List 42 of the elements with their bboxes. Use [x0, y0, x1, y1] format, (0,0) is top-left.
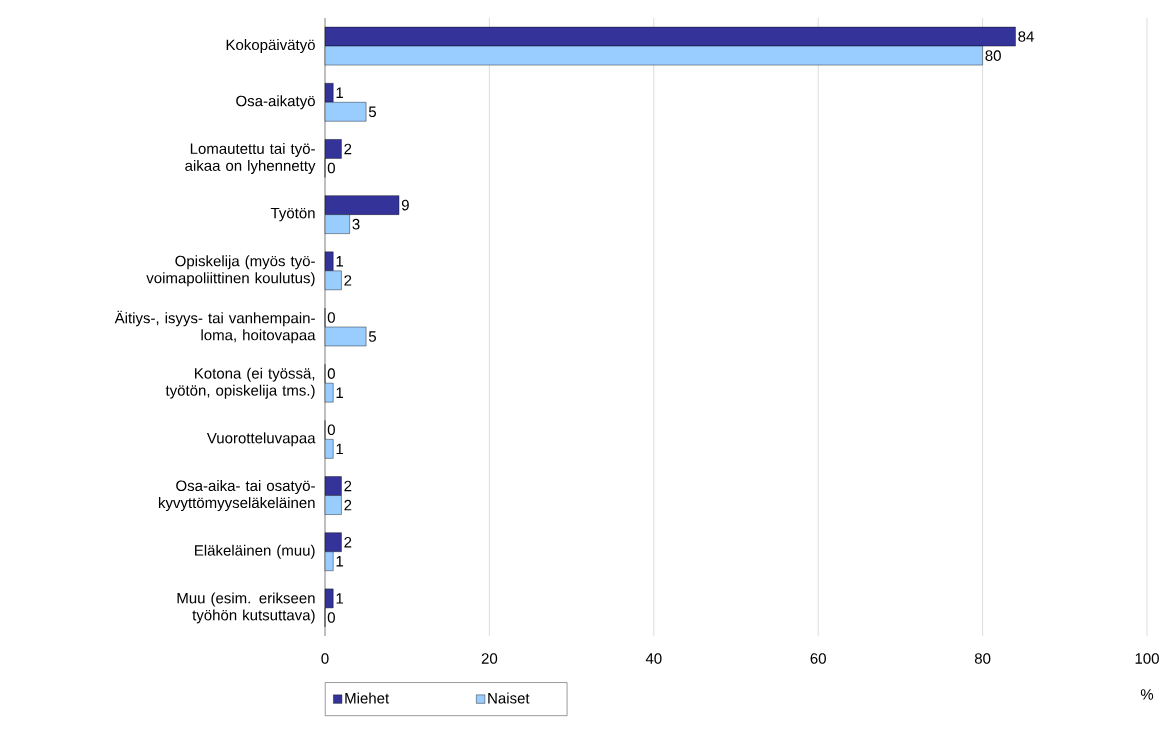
- y-tick-label: Kotona (ei työssä, työtön, opiskelija tms.): [165, 367, 315, 399]
- data-label: 0: [327, 312, 335, 323]
- x-tick-label: 60: [810, 653, 826, 664]
- data-label: 1: [336, 593, 344, 604]
- x-tick-label: 80: [974, 653, 991, 664]
- data-label: 1: [336, 256, 344, 267]
- data-label: 0: [327, 368, 335, 379]
- data-label: 2: [344, 499, 352, 511]
- y-tick-label: Kokopäivätyö: [226, 39, 315, 54]
- x-tick-label: 20: [481, 653, 498, 664]
- data-label: 1: [336, 87, 344, 98]
- data-label: 0: [327, 424, 335, 436]
- data-label: 2: [344, 480, 352, 492]
- y-tick-label: Osa-aika- tai osatyö-kyvyttömyyseläkeläinen: [158, 480, 315, 512]
- data-label: 0: [327, 612, 335, 623]
- data-label: 3: [352, 218, 360, 230]
- data-label: 80: [985, 50, 1001, 61]
- legend-label: Miehet: [345, 692, 390, 704]
- data-label: 5: [368, 106, 377, 118]
- legend-label: Naiset: [488, 692, 530, 704]
- data-label: 84: [1018, 31, 1034, 42]
- data-label: 2: [344, 275, 352, 286]
- x-tick-label: 0: [321, 653, 329, 664]
- data-label: 5: [368, 331, 377, 342]
- y-tick-label: Osa-aikatyö: [236, 95, 315, 110]
- y-tick-label: Työtön: [270, 207, 315, 222]
- y-tick-label: Äitiys-, isyys- tai vanhempain-loma, hoitovapaa: [114, 310, 316, 344]
- y-tick-label: Eläkeläinen (muu): [195, 544, 315, 559]
- y-tick-label: Opiskelija (myös työ-voimapoliittinen koulutus): [146, 255, 315, 287]
- y-tick-label: Lomautettu tai työ-aikaa on lyhennetty: [185, 142, 316, 174]
- y-tick-label: Muu (esim. erikseen työhön kutsuttava): [177, 592, 315, 624]
- data-label: 9: [401, 199, 409, 211]
- y-tick-label: Vuorotteluvapaa: [206, 432, 316, 447]
- data-label: 2: [344, 536, 352, 548]
- x-axis-title: %: [1140, 689, 1154, 700]
- data-label: 1: [336, 556, 344, 567]
- data-label: 1: [336, 443, 344, 455]
- x-tick-label: 40: [645, 653, 662, 664]
- x-tick-label: 100: [1135, 653, 1159, 664]
- data-label: 0: [327, 162, 335, 174]
- data-label: 1: [336, 387, 344, 398]
- data-label: 2: [344, 143, 352, 155]
